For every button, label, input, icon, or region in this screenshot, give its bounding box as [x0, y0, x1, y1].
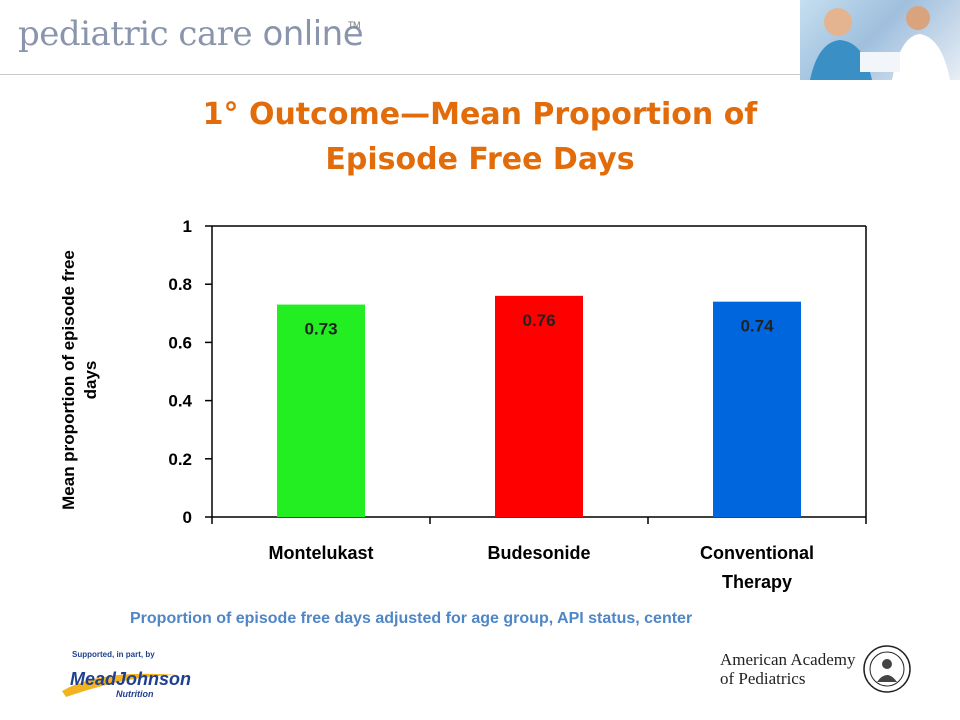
mead-johnson-logo: Supported, in part, by MeadJohnson Nutri…: [60, 645, 200, 705]
x-tick-label: Montelukast: [268, 543, 373, 563]
y-tick-label: 0.6: [168, 333, 192, 352]
data-label: 0.76: [522, 311, 555, 330]
bar-conventional-therapy: [713, 301, 801, 517]
title-line-1: 1° Outcome—Mean Proportion of: [202, 97, 758, 132]
y-tick-label: 0.2: [168, 450, 192, 469]
title-line-2: Episode Free Days: [325, 142, 635, 177]
brand-name: pediatric care: [18, 14, 253, 54]
x-tick-label: Budesonide: [487, 543, 590, 563]
sponsor-name: MeadJohnson: [70, 669, 191, 689]
y-tick-label: 0: [183, 508, 192, 527]
aap-seal-icon: [862, 644, 912, 694]
aap-wordmark: American Academy of Pediatrics: [720, 650, 855, 688]
x-tick-label: Therapy: [722, 572, 792, 592]
aap-line-1: American Academy: [720, 650, 856, 669]
header-divider: [0, 74, 800, 75]
footnote: Proportion of episode free days adjusted…: [130, 610, 693, 627]
y-tick-label: 0.8: [168, 275, 192, 294]
y-tick-label: 0.4: [168, 392, 192, 411]
slide-title: 1° Outcome—Mean Proportion of Episode Fr…: [80, 92, 880, 182]
sponsor-tagline: Supported, in part, by: [72, 650, 155, 659]
y-tick-label: 1: [183, 217, 192, 236]
x-tick-label: Conventional: [700, 543, 814, 563]
aap-line-2: of Pediatrics: [720, 669, 806, 688]
brand-trademark: TM: [348, 20, 361, 30]
bar-budesonide: [495, 295, 583, 517]
sponsor-sub: Nutrition: [116, 689, 154, 699]
header-photo: [800, 0, 960, 80]
data-label: 0.74: [740, 317, 774, 336]
brand-logo: pediatric care online TM: [18, 14, 364, 54]
data-label: 0.73: [304, 320, 337, 339]
bar-montelukast: [277, 304, 365, 517]
brand-online: online: [262, 14, 364, 54]
